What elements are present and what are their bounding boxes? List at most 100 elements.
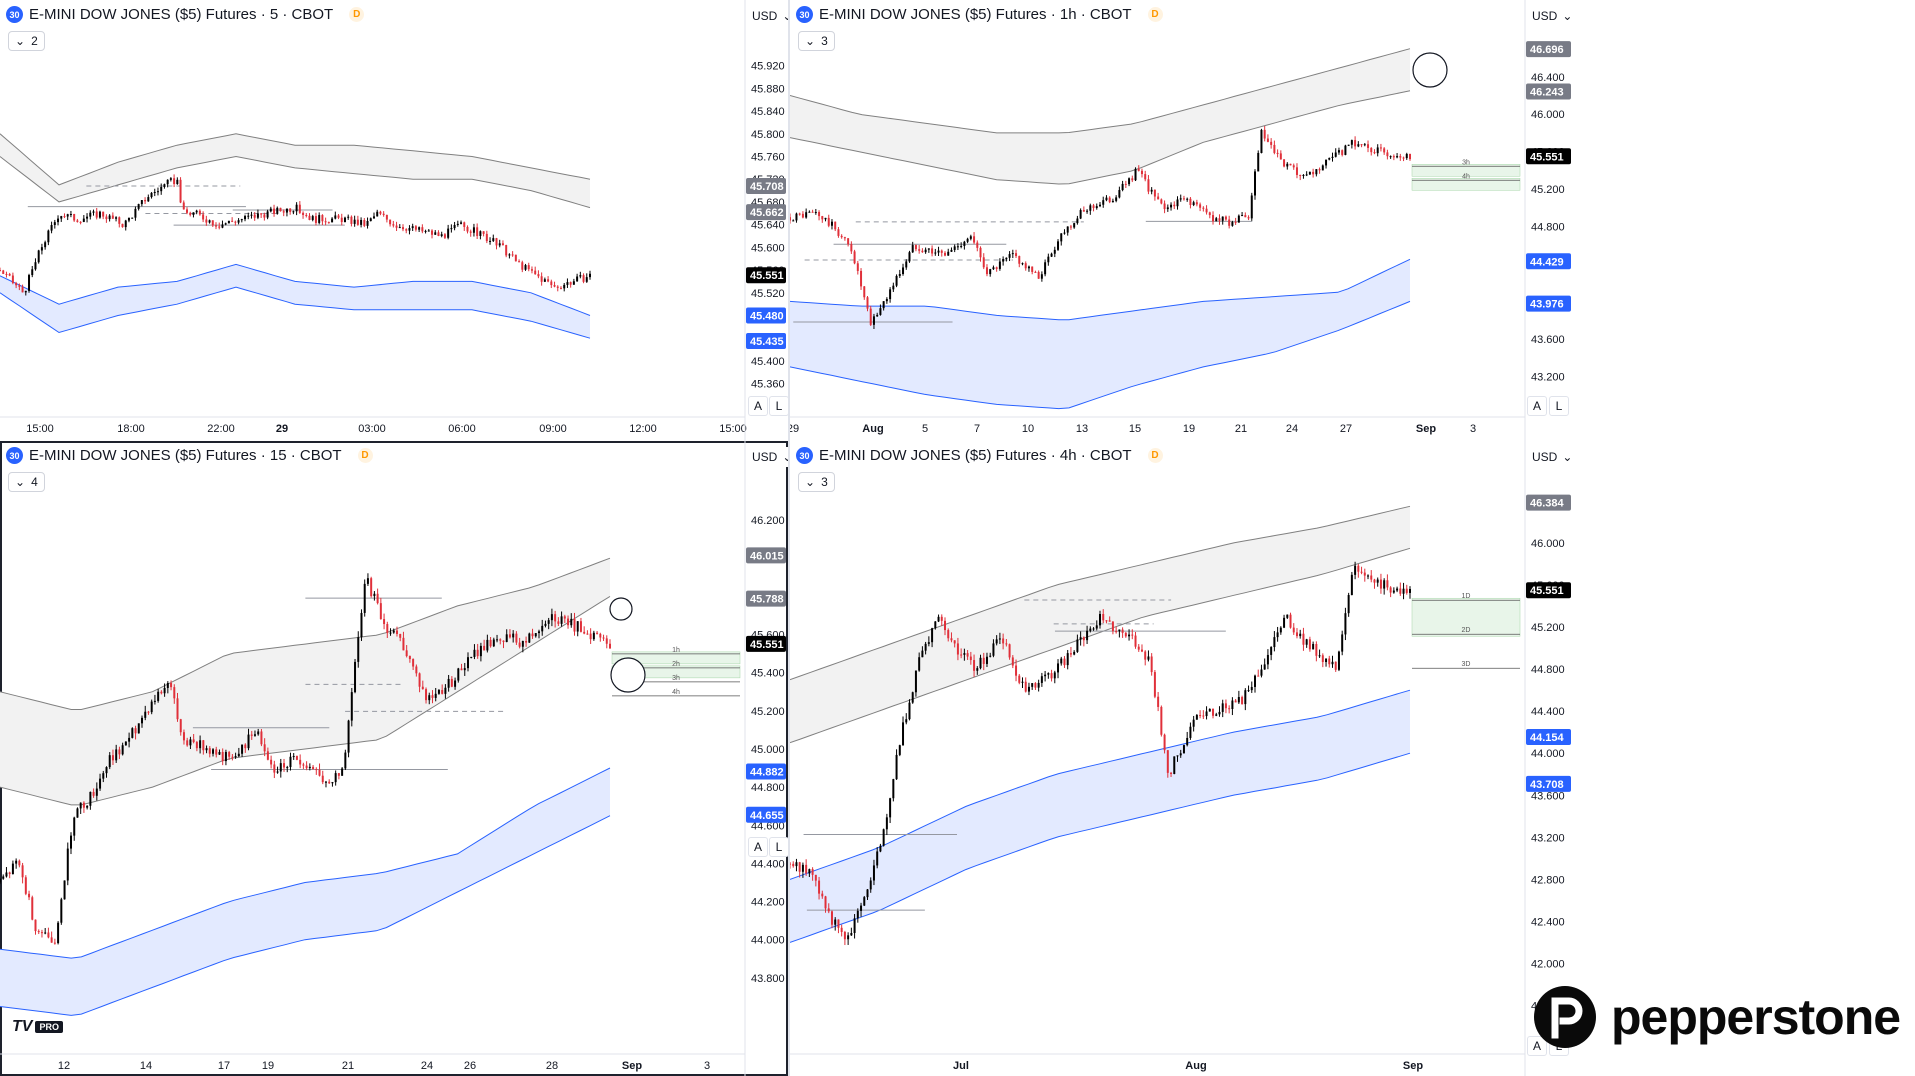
chevron-down-icon: ⌄ (1562, 450, 1573, 464)
candle-body (234, 756, 237, 758)
candle-body (550, 281, 553, 286)
currency-selector[interactable]: USD ⌄ (748, 447, 788, 467)
currency-selector[interactable]: USD ⌄ (1528, 447, 1577, 467)
log-scale-button[interactable]: L (769, 396, 788, 416)
candle-body (876, 314, 879, 317)
candle-body (224, 223, 227, 225)
candle-body (934, 621, 937, 629)
indicators-toggle[interactable]: ⌄ 3 (798, 31, 835, 51)
chart-pane-1h[interactable]: 30 E-MINI DOW JONES ($5) Futures · 1h · … (790, 0, 1915, 441)
delayed-data-icon[interactable]: D (357, 448, 373, 463)
candle-body (215, 749, 218, 755)
candle-body (1373, 579, 1376, 583)
currency-selector[interactable]: USD ⌄ (1528, 6, 1577, 26)
candle-body (1299, 174, 1302, 176)
tradingview-logo[interactable]: TV PRO (12, 1018, 63, 1036)
candle-body (1002, 259, 1005, 262)
candle-body (1170, 204, 1173, 208)
candle-body (837, 919, 840, 928)
delayed-data-icon[interactable]: D (1147, 7, 1163, 22)
candle-body (115, 749, 118, 761)
candle-body (914, 245, 917, 250)
delayed-data-icon[interactable]: D (349, 7, 365, 22)
candle-body (1192, 719, 1195, 727)
candle-body (790, 217, 791, 221)
candle-body (1021, 681, 1024, 683)
candle-body (924, 643, 927, 651)
chart-pane-5m[interactable]: 30 E-MINI DOW JONES ($5) Futures · 5 · C… (0, 0, 788, 441)
candle-body (102, 211, 105, 217)
x-axis-tick-label: 12:00 (629, 423, 657, 435)
candle-body (1344, 145, 1347, 155)
candle-body (1312, 643, 1315, 650)
currency-selector[interactable]: USD ⌄ (748, 6, 788, 26)
delayed-data-icon[interactable]: D (1147, 448, 1163, 463)
candle-body (328, 781, 331, 784)
candle-body (1057, 663, 1060, 673)
candle-body (1402, 157, 1405, 159)
candle-body (1396, 588, 1399, 591)
candle-body (11, 863, 14, 875)
candle-body (1328, 157, 1331, 160)
price-tag-box (746, 806, 786, 823)
currency-label: USD (752, 450, 778, 464)
log-scale-button[interactable]: L (769, 837, 788, 857)
price-tag-label: 46.015 (750, 550, 784, 562)
candle-body (1147, 179, 1150, 192)
price-tag-box (746, 635, 786, 652)
price-chart[interactable]: 3h4h46.40046.00045.60045.20044.80044.400… (790, 0, 1915, 441)
candle-body (1063, 232, 1066, 234)
candle-body (1357, 565, 1360, 572)
candle-body (412, 659, 415, 667)
pro-badge: PRO (35, 1021, 63, 1033)
candle-body (76, 220, 79, 222)
price-tag-label: 44.882 (750, 766, 784, 778)
indicators-toggle[interactable]: ⌄ 4 (8, 472, 45, 492)
candle-body (576, 621, 579, 632)
candle-body (895, 275, 898, 286)
x-axis-tick-label: 06:00 (448, 423, 476, 435)
candle-body (1095, 206, 1098, 209)
candle-body (289, 756, 292, 768)
indicators-toggle[interactable]: ⌄ 2 (8, 31, 45, 51)
candle-body (1205, 711, 1208, 717)
log-scale-button[interactable]: L (1549, 396, 1569, 416)
candle-body (28, 275, 31, 291)
auto-scale-button[interactable]: A (748, 837, 768, 857)
candle-body (128, 737, 131, 742)
chart-pane-15m[interactable]: 30 E-MINI DOW JONES ($5) Futures · 15 · … (0, 441, 788, 1076)
candle-body (1376, 147, 1379, 154)
candle-body (911, 692, 914, 703)
candle-body (1283, 617, 1286, 628)
x-axis-tick-label: Sep (1416, 423, 1436, 435)
price-chart[interactable]: 1D2D3D46.00045.60045.20044.80044.40044.0… (790, 441, 1915, 1076)
candle-body (1173, 756, 1176, 774)
candle-body (1247, 217, 1250, 219)
indicators-toggle[interactable]: ⌄ 3 (798, 472, 835, 492)
candle-body (1111, 621, 1114, 632)
candle-body (1270, 647, 1273, 655)
price-chart[interactable]: 1h2h3h4h46.20046.00045.80045.60045.40045… (0, 441, 788, 1076)
candle-body (31, 897, 34, 920)
candle-body (808, 211, 811, 213)
candle-body (28, 893, 31, 898)
candle-body (853, 918, 856, 933)
candle-body (298, 204, 301, 213)
candle-body (1234, 700, 1237, 703)
candle-body (1241, 215, 1244, 217)
chart-pane-4h[interactable]: 30 E-MINI DOW JONES ($5) Futures · 4h · … (790, 441, 1915, 1076)
candle-body (73, 214, 76, 221)
candle-body (195, 210, 198, 213)
projection-label: 4h (672, 689, 680, 696)
candle-body (405, 650, 408, 657)
candle-body (927, 642, 930, 644)
candle-body (1179, 753, 1182, 756)
price-tag-label: 44.655 (750, 810, 784, 822)
pane-divider[interactable] (788, 0, 790, 441)
auto-scale-button[interactable]: A (1527, 396, 1547, 416)
auto-scale-button[interactable]: A (748, 396, 768, 416)
pane-divider[interactable] (788, 441, 790, 1076)
candle-body (385, 214, 388, 220)
auto-scale-button[interactable]: A (1527, 1036, 1547, 1056)
price-chart[interactable]: 45.92045.88045.84045.80045.76045.72045.6… (0, 0, 788, 441)
